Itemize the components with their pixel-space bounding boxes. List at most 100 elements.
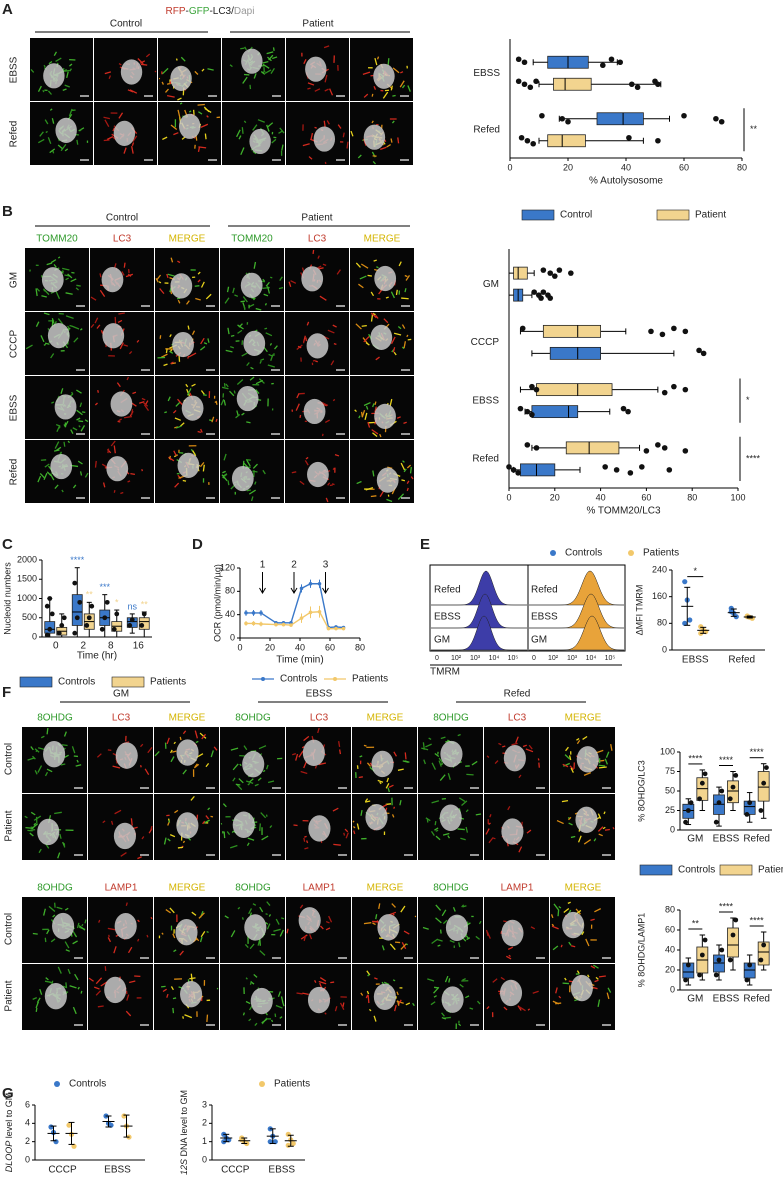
nucleus	[575, 806, 598, 834]
organelle	[169, 350, 174, 354]
point	[299, 586, 304, 591]
organelle	[172, 409, 177, 414]
organelle	[255, 307, 262, 311]
organelle	[43, 288, 50, 296]
organelle	[365, 405, 369, 410]
organelle	[41, 295, 47, 298]
organelle	[44, 980, 52, 984]
y-tick-label: 80	[225, 586, 235, 596]
nucleus	[242, 750, 265, 778]
organelle	[281, 917, 285, 920]
organelle	[318, 762, 327, 766]
organelle	[239, 763, 242, 767]
organelle	[177, 109, 181, 118]
organelle	[54, 811, 62, 815]
nucleus	[47, 323, 70, 349]
organelle	[386, 144, 391, 148]
organelle	[211, 416, 215, 423]
organelle	[249, 376, 255, 381]
point	[99, 626, 105, 632]
organelle	[53, 263, 57, 268]
organelle	[428, 737, 432, 741]
organelle	[378, 903, 381, 909]
organelle	[277, 991, 282, 997]
point	[716, 800, 722, 806]
column-label: MERGE	[367, 883, 404, 894]
organelle	[174, 809, 179, 814]
organelle	[325, 927, 331, 931]
organelle	[317, 727, 320, 734]
organelle	[226, 831, 231, 836]
organelle	[258, 745, 267, 750]
organelle	[137, 58, 144, 65]
category-label: EBSS	[713, 834, 740, 845]
organelle	[70, 429, 74, 434]
organelle	[88, 977, 94, 982]
organelle	[123, 147, 127, 154]
point	[688, 800, 694, 806]
nucleus	[241, 48, 263, 74]
organelle	[236, 129, 241, 138]
organelle	[393, 351, 397, 356]
organelle	[81, 923, 84, 927]
organelle	[270, 276, 273, 279]
organelle	[390, 291, 395, 299]
organelle	[431, 762, 437, 770]
nucleus	[175, 919, 198, 946]
organelle	[174, 417, 182, 421]
organelle	[206, 930, 209, 934]
organelle	[140, 743, 144, 748]
organelle	[399, 80, 405, 88]
nucleus	[365, 804, 388, 831]
organelle	[215, 400, 218, 405]
organelle	[67, 968, 71, 975]
organelle	[244, 944, 249, 949]
histogram	[529, 593, 625, 629]
organelle	[177, 299, 181, 304]
organelle	[57, 966, 62, 974]
organelle	[346, 141, 349, 149]
organelle	[203, 342, 208, 345]
organelle	[275, 1004, 283, 1009]
organelle	[131, 409, 134, 415]
y-tick-label: 6	[25, 1099, 30, 1109]
organelle	[435, 835, 441, 841]
organelle	[182, 769, 187, 775]
organelle	[238, 323, 243, 328]
organelle	[302, 143, 310, 147]
organelle	[568, 941, 572, 946]
organelle	[39, 131, 44, 137]
organelle	[292, 752, 297, 756]
point	[600, 62, 606, 69]
point	[702, 771, 708, 777]
organelle	[422, 926, 429, 930]
nucleus	[43, 740, 66, 768]
organelle	[254, 783, 259, 787]
organelle	[373, 1015, 377, 1022]
organelle	[318, 267, 324, 270]
organelle	[64, 907, 69, 911]
nucleus	[55, 117, 77, 143]
organelle	[401, 84, 406, 89]
organelle	[40, 335, 45, 343]
legend-label: Controls	[565, 548, 602, 559]
organelle	[374, 401, 377, 405]
organelle	[188, 352, 197, 358]
point	[74, 615, 80, 621]
organelle	[137, 919, 140, 923]
organelle	[465, 809, 469, 813]
organelle	[170, 749, 173, 754]
point	[72, 580, 78, 586]
organelle	[358, 776, 363, 779]
organelle	[112, 127, 116, 132]
organelle	[303, 59, 307, 65]
x-tick-label: 20	[265, 642, 275, 652]
organelle	[505, 955, 512, 960]
organelle	[246, 459, 251, 467]
organelle	[296, 393, 300, 399]
organelle	[379, 433, 382, 438]
organelle	[361, 324, 367, 327]
organelle	[269, 825, 273, 829]
legend-label: Patients	[274, 1079, 310, 1090]
organelle	[30, 68, 35, 73]
